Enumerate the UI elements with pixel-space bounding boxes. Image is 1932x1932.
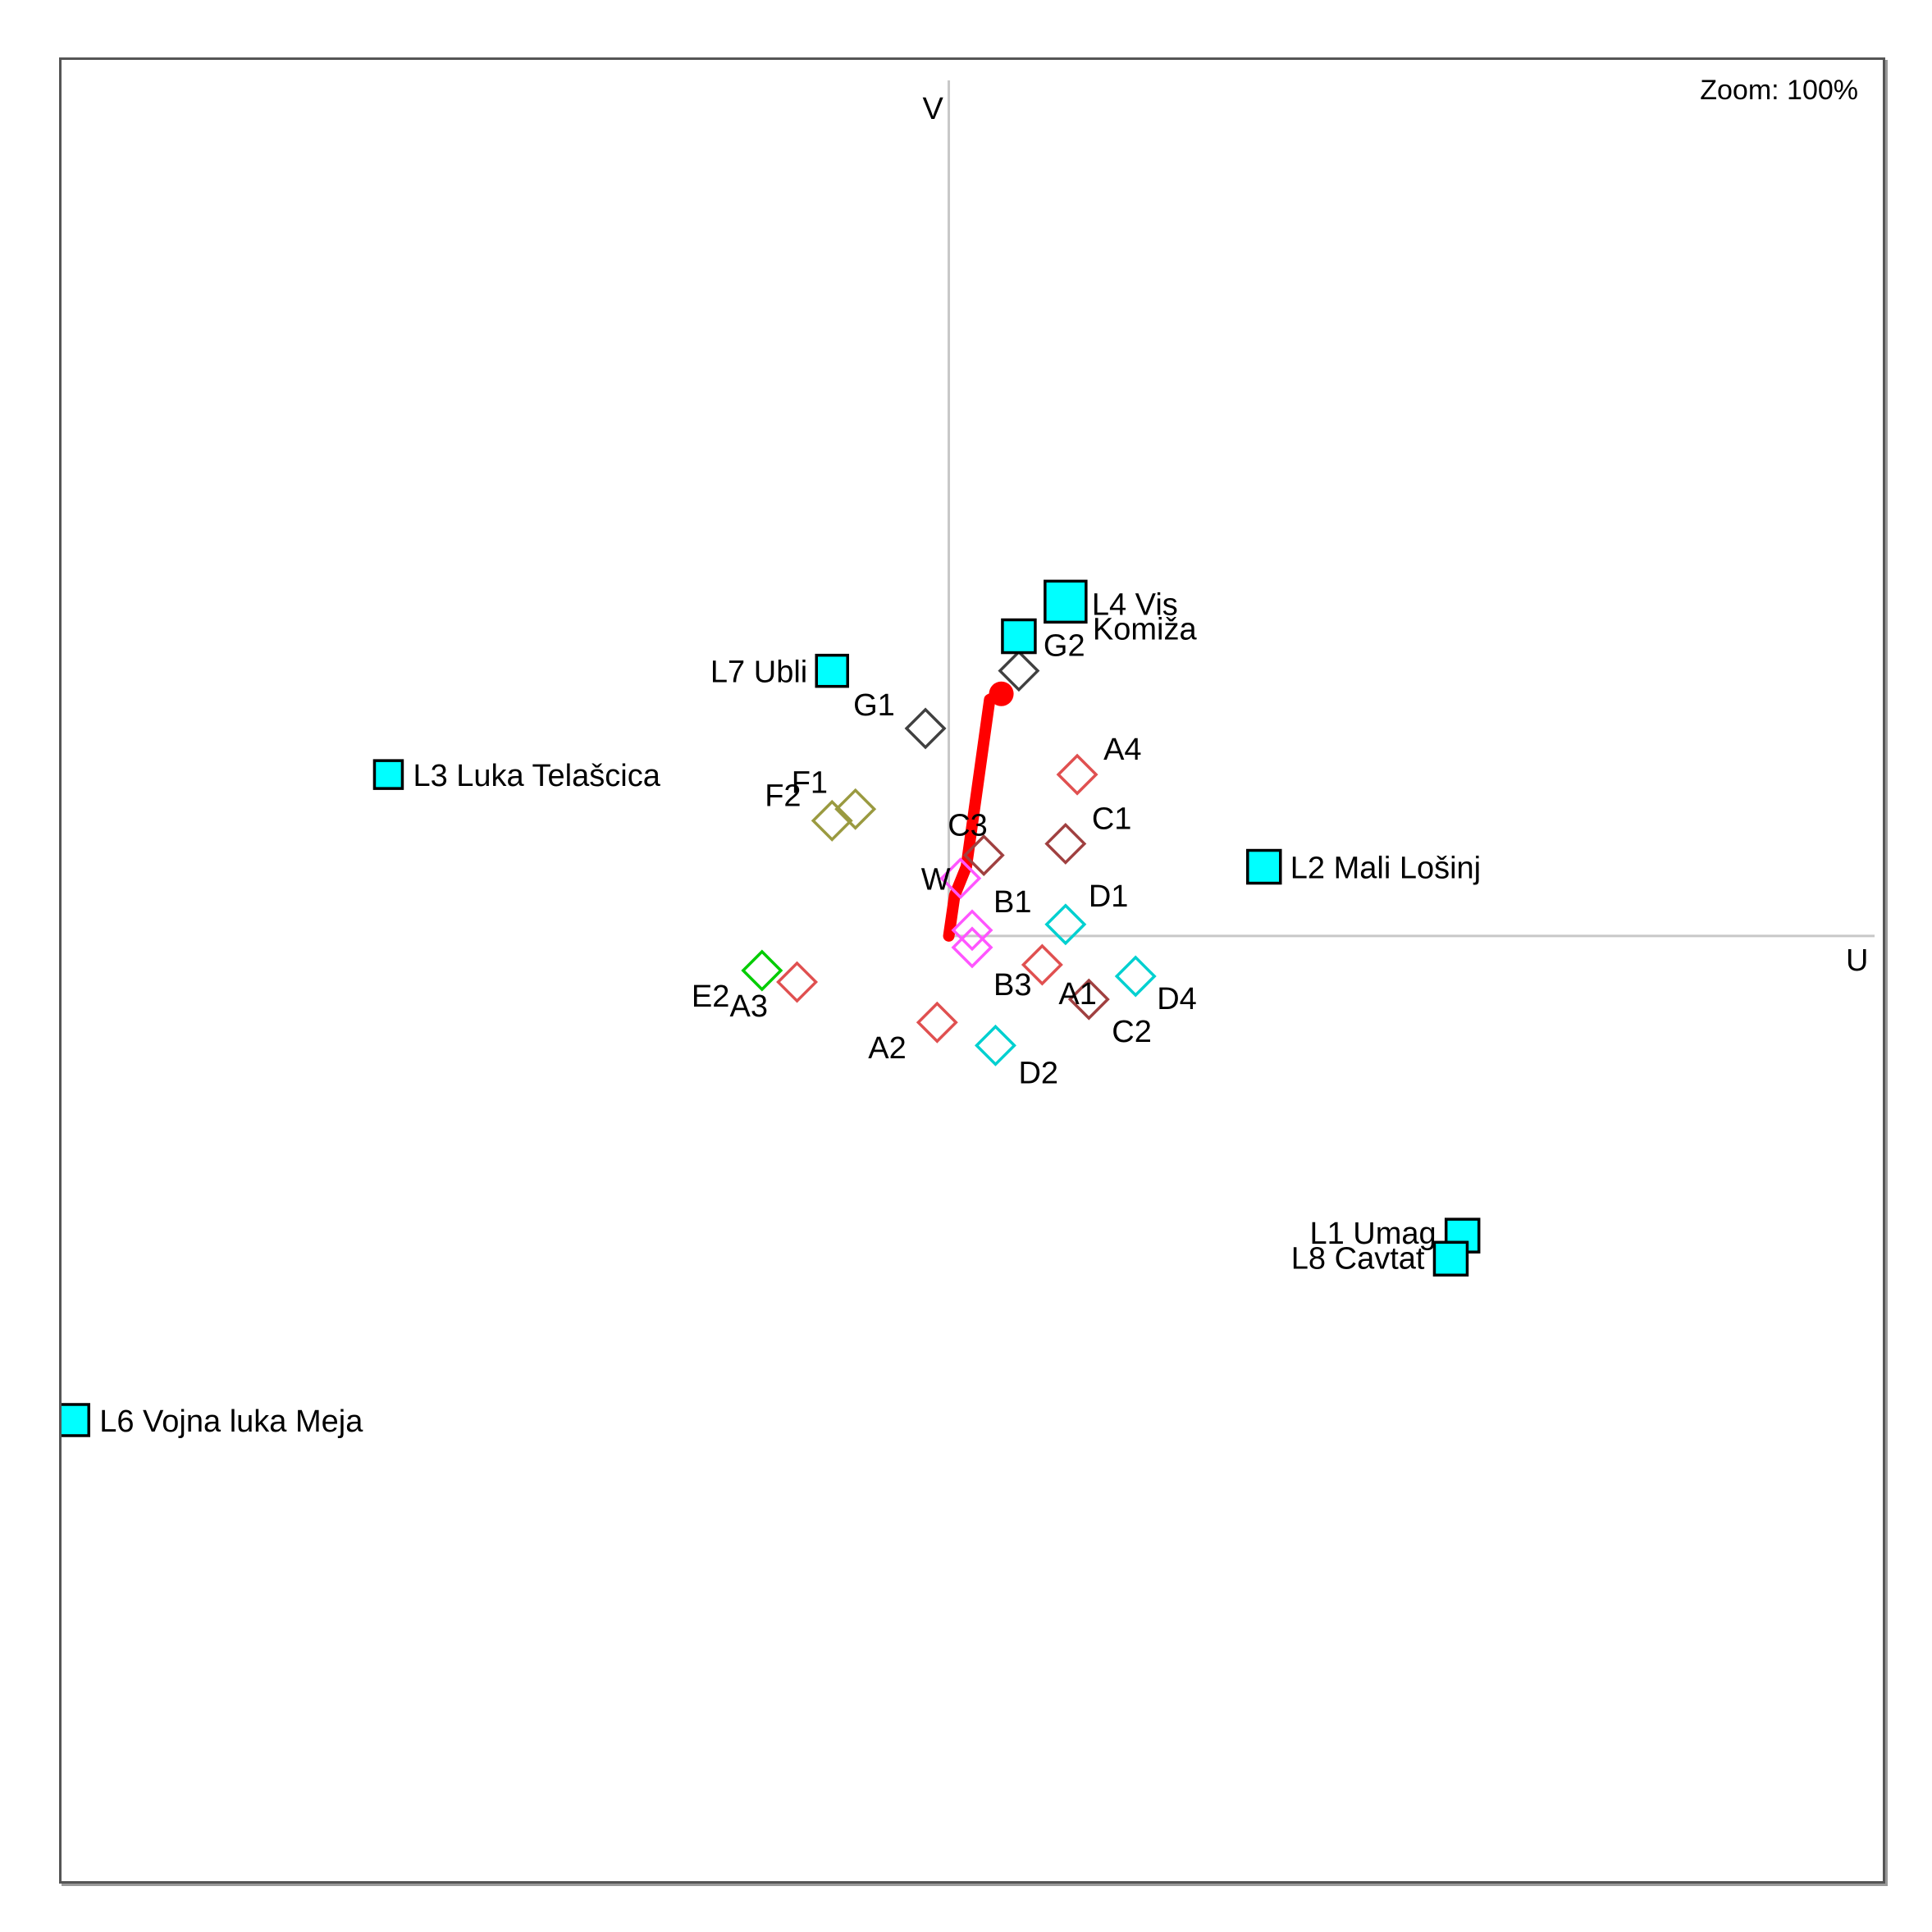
location-label-Komiža: Komiža	[1093, 613, 1198, 647]
group-label-C2: C2	[1112, 1015, 1152, 1049]
group-point-D4	[1114, 955, 1157, 998]
location-label-L6: L6 Vojna luka Meja	[99, 1404, 363, 1439]
group-point-A2	[916, 1001, 958, 1044]
location-point-L3	[372, 759, 404, 790]
location-point-L2	[1246, 848, 1282, 885]
group-label-E2: E2	[692, 980, 729, 1014]
group-point-C2	[1067, 978, 1110, 1021]
location-label-L3: L3 Luka Telašcica	[413, 759, 660, 793]
trajectory-head	[989, 681, 1014, 706]
group-label-D1: D1	[1089, 879, 1129, 914]
group-label-F1: F1	[792, 765, 828, 800]
group-point-D2	[974, 1024, 1016, 1066]
group-label-B3: B3	[993, 968, 1031, 1003]
group-point-B1	[951, 909, 993, 952]
group-label-A1: A1	[1058, 977, 1096, 1012]
group-point-A1	[1021, 943, 1063, 986]
location-point-komiza	[1001, 618, 1037, 655]
group-label-C1: C1	[1092, 802, 1132, 836]
v-axis-label: V	[923, 92, 944, 126]
group-point-W	[939, 857, 982, 900]
zoom-readout: Zoom: 100%	[1700, 75, 1858, 106]
group-point-E2	[741, 949, 783, 992]
group-point-A3	[776, 961, 819, 1003]
location-label-L1: L1 Umag	[1309, 1217, 1436, 1251]
group-label-F2: F2	[765, 779, 801, 813]
group-label-C3: C3	[948, 808, 988, 843]
location-point-L6	[62, 1403, 90, 1437]
group-label-D2: D2	[1018, 1056, 1058, 1090]
location-label-L8: L8 Cavtat	[1291, 1241, 1425, 1276]
group-point-C3	[962, 834, 1005, 876]
location-point-L7	[815, 653, 849, 688]
location-label-L2: L2 Mali Lošinj	[1290, 852, 1481, 886]
group-point-F1	[834, 788, 877, 830]
location-point-L4	[1044, 579, 1088, 624]
u-axis-label: U	[1846, 943, 1868, 978]
axes-group: VU	[923, 80, 1875, 978]
group-label-W: W	[921, 863, 951, 897]
group-label-B1: B1	[993, 885, 1031, 920]
group-point-G2	[998, 650, 1040, 692]
group-point-F2	[811, 799, 853, 842]
group-point-B3	[951, 926, 993, 969]
group-point-D1	[1044, 903, 1087, 946]
location-label-L7: L7 Ubli	[710, 655, 807, 690]
location-label-L4: L4 Vis	[1092, 587, 1178, 622]
group-point-C1	[1044, 822, 1087, 865]
marks-group	[62, 579, 1481, 1437]
group-label-G1: G1	[853, 688, 895, 723]
group-label-A2: A2	[868, 1031, 906, 1066]
group-label-G2: G2	[1044, 629, 1085, 664]
group-point-G1	[904, 707, 947, 750]
group-label-A3: A3	[730, 989, 768, 1024]
location-point-L8	[1432, 1240, 1469, 1277]
group-label-D4: D4	[1157, 982, 1197, 1016]
group-point-A4	[1056, 753, 1098, 796]
group-label-A4: A4	[1103, 733, 1141, 767]
